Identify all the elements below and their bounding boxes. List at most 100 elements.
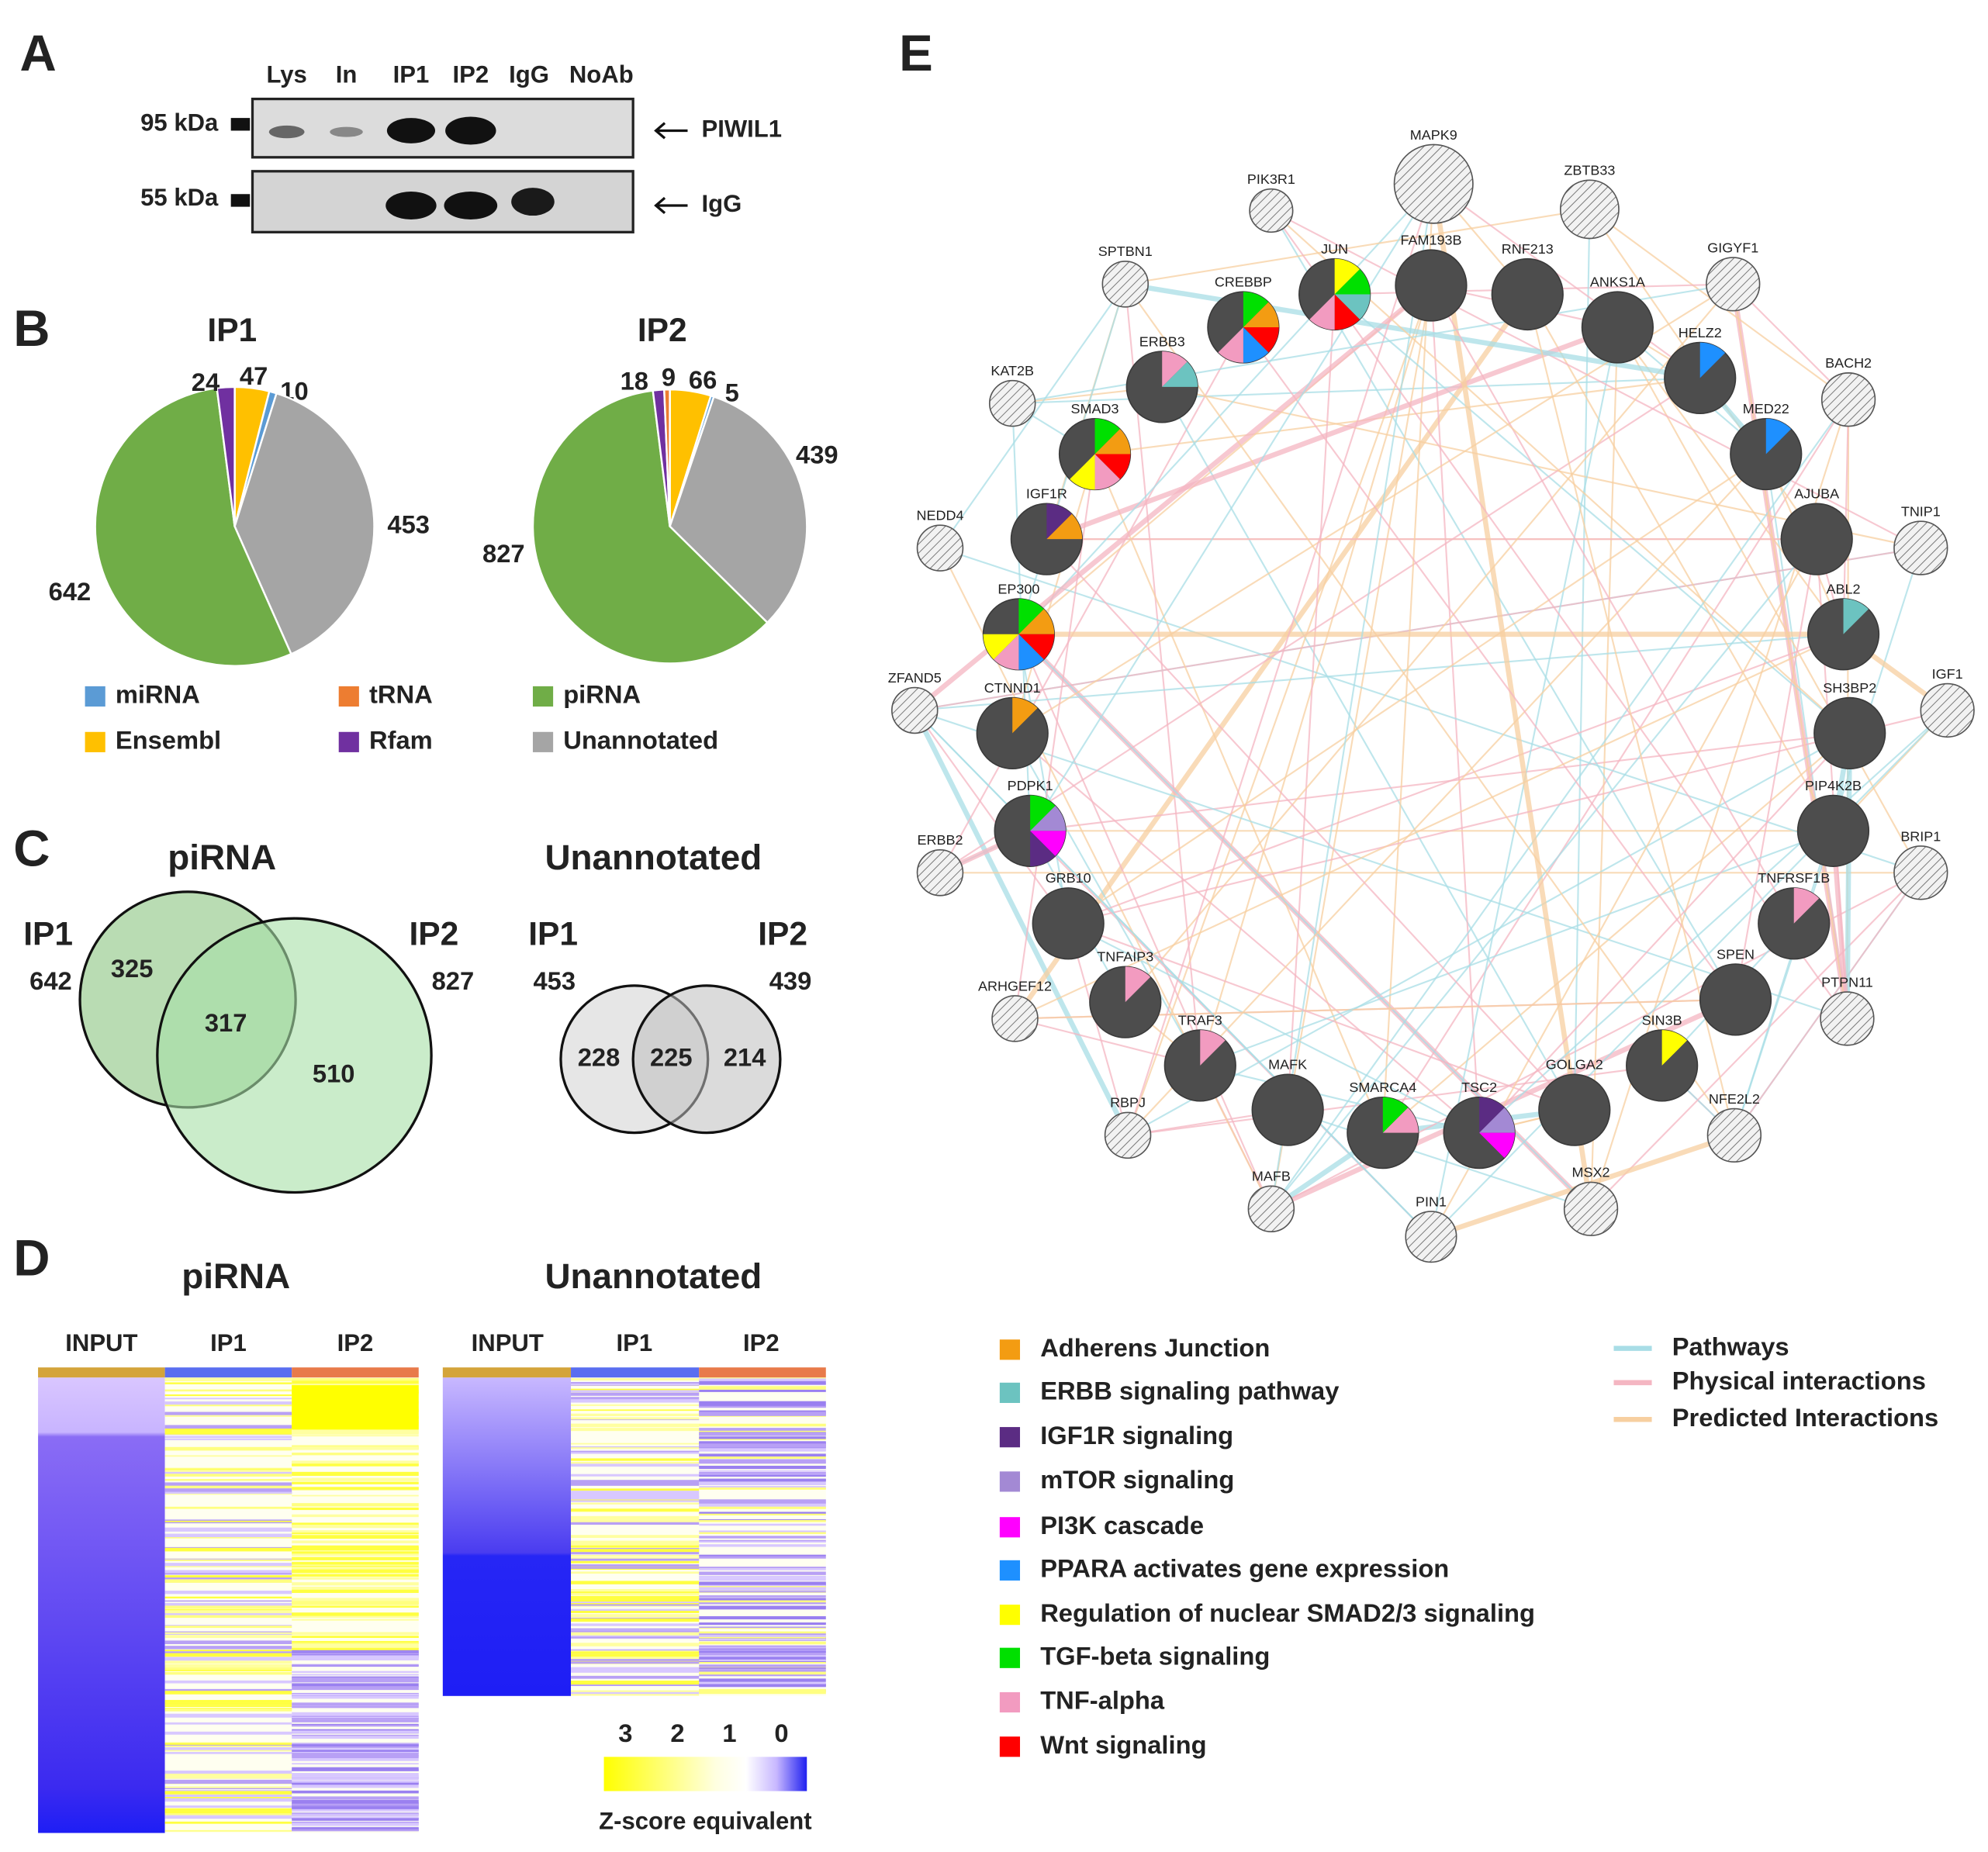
heat-row	[699, 1504, 826, 1508]
heat-row	[292, 1601, 419, 1605]
pie-title: IP2	[638, 313, 687, 349]
heat-row	[292, 1776, 419, 1780]
heat-row	[699, 1513, 826, 1516]
heat-row	[571, 1591, 700, 1595]
lane-label: IgG	[509, 60, 549, 88]
heat-row	[699, 1645, 826, 1649]
heat-row	[164, 1812, 292, 1816]
edge	[1124, 284, 1201, 1066]
related-gene-node	[1249, 188, 1294, 233]
edge	[1067, 922, 1480, 1134]
legend-label: IGF1R signaling	[1040, 1421, 1233, 1449]
heat-row	[571, 1557, 700, 1561]
heat-row	[699, 1386, 826, 1388]
annotation-slice	[1018, 634, 1055, 660]
heat-row	[699, 1499, 826, 1501]
panel-label: A	[19, 25, 56, 81]
gene-node	[1395, 249, 1468, 322]
heat-row	[699, 1600, 826, 1604]
heat-row	[699, 1523, 826, 1526]
region-count: 325	[111, 954, 154, 983]
gene-node	[1251, 1073, 1324, 1146]
heat-row	[571, 1480, 700, 1484]
column-label: IP2	[337, 1329, 374, 1356]
heat-row	[164, 1809, 292, 1814]
marker-label: 95 kDa	[140, 109, 219, 136]
heat-row	[292, 1524, 419, 1529]
gene-node	[1796, 794, 1870, 867]
heat-row	[292, 1736, 419, 1739]
node-label: FAM193B	[1400, 233, 1461, 248]
heat-row	[699, 1453, 826, 1457]
edge	[1733, 831, 1834, 1136]
heat-row	[164, 1389, 292, 1392]
heat-row	[699, 1605, 826, 1610]
heat-row	[699, 1667, 826, 1670]
panel-label: B	[13, 300, 50, 357]
legend-label: Predicted Interactions	[1672, 1403, 1938, 1432]
heat-row	[292, 1647, 419, 1651]
set-label: IP1	[23, 916, 73, 952]
node-label: GRB10	[1046, 870, 1091, 886]
heat-row	[292, 1577, 419, 1580]
related-gene-node	[1820, 991, 1875, 1046]
heat-row	[699, 1586, 826, 1588]
heat-row	[292, 1431, 419, 1434]
heat-row	[292, 1567, 419, 1570]
node-label: TRAF3	[1178, 1012, 1222, 1028]
data-label: 453	[387, 510, 430, 538]
data-label: 24	[192, 368, 220, 396]
heat-row	[164, 1563, 292, 1567]
heat-row	[699, 1673, 826, 1677]
heat-row	[699, 1430, 826, 1433]
heat-row	[164, 1771, 292, 1774]
heat-row	[164, 1547, 292, 1552]
heat-row	[571, 1488, 700, 1491]
heat-row	[699, 1648, 826, 1650]
column-bar	[292, 1367, 419, 1378]
heat-row	[699, 1587, 826, 1591]
heat-row	[164, 1572, 292, 1575]
edge	[1616, 327, 1845, 635]
colorbar	[603, 1757, 807, 1792]
legend-label: PI3K cascade	[1040, 1511, 1204, 1539]
annotation-slice	[1334, 294, 1360, 330]
heat-row	[571, 1461, 700, 1465]
heat-row	[292, 1570, 419, 1574]
set-label: IP1	[528, 916, 578, 952]
gene-node	[1780, 503, 1853, 575]
heat-row	[571, 1567, 700, 1569]
heat-row	[164, 1471, 292, 1474]
lane-label: Lys	[266, 60, 306, 88]
heat-row	[164, 1520, 292, 1522]
legend-label: ERBB signaling pathway	[1040, 1377, 1340, 1405]
column-label: IP1	[210, 1329, 247, 1356]
heat-row	[571, 1684, 700, 1687]
related-gene-node	[916, 524, 964, 572]
pie-slice	[233, 392, 375, 655]
heat-row	[292, 1679, 419, 1682]
edge	[1015, 633, 1844, 1020]
legend-label: Wnt signaling	[1040, 1730, 1206, 1759]
annotation-slice	[1094, 418, 1120, 454]
heat-row	[699, 1615, 826, 1620]
edge	[1067, 633, 1844, 924]
heat-row	[292, 1763, 419, 1765]
heat-row	[571, 1593, 700, 1596]
heat-row	[699, 1423, 826, 1427]
node-label: ERBB2	[917, 832, 963, 848]
heat-row	[292, 1780, 419, 1783]
heat-row	[164, 1635, 292, 1639]
heat-row	[699, 1635, 826, 1639]
heat-row	[699, 1664, 826, 1667]
node-label: PIP4K2B	[1805, 778, 1862, 793]
heat-row	[571, 1451, 700, 1454]
heat-row	[164, 1479, 292, 1481]
marker-tick	[230, 194, 251, 207]
heat-row	[571, 1522, 700, 1525]
edge	[1381, 184, 1435, 1133]
edge	[939, 327, 1244, 873]
heat-row	[164, 1702, 292, 1705]
heat-row	[571, 1482, 700, 1486]
